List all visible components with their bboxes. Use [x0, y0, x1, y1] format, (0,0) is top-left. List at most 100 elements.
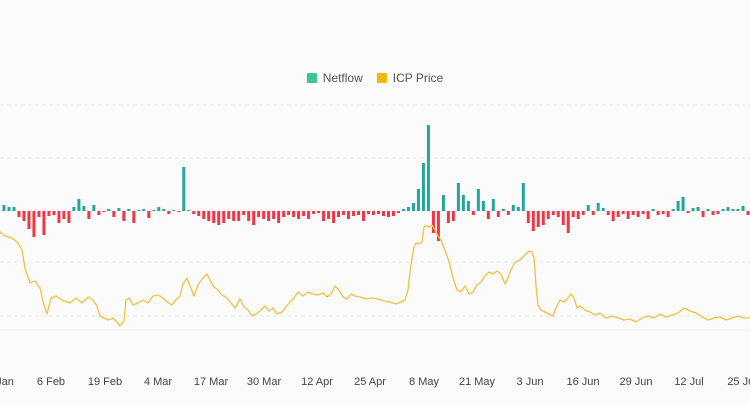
netflow-bar	[332, 211, 336, 223]
netflow-bar	[546, 211, 550, 219]
netflow-bar	[162, 209, 166, 211]
netflow-bar	[516, 207, 520, 211]
netflow-bar	[322, 211, 326, 221]
netflow-bar	[137, 210, 141, 211]
netflow-bar	[741, 206, 745, 211]
x-tick-label: 16 Jun	[566, 376, 599, 388]
netflow-bar	[77, 199, 81, 211]
netflow-bar	[237, 211, 241, 221]
netflow-bar	[611, 211, 615, 221]
netflow-bar	[406, 207, 410, 211]
netflow-bar	[22, 211, 26, 221]
netflow-bar	[302, 211, 306, 216]
netflow-bar	[436, 211, 440, 241]
x-tick-label: 6 Feb	[37, 376, 65, 388]
netflow-bar	[202, 211, 206, 219]
netflow-bar	[297, 211, 301, 219]
netflow-bar	[167, 211, 171, 214]
netflow-bar	[312, 211, 316, 214]
x-tick-label: 21 May	[459, 376, 496, 388]
netflow-bar	[731, 209, 735, 211]
netflow-bar	[621, 211, 625, 214]
netflow-bar	[192, 211, 196, 214]
x-tick-label: 12 Apr	[301, 376, 333, 388]
netflow-bar	[87, 211, 91, 219]
netflow-bar	[461, 195, 465, 211]
x-tick-label: 3 Jun	[517, 376, 544, 388]
netflow-bar	[262, 211, 266, 219]
netflow-bar	[152, 210, 156, 211]
netflow-bar	[362, 211, 366, 221]
netflow-bar	[72, 207, 76, 211]
netflow-bar	[317, 211, 321, 213]
netflow-bar	[282, 211, 286, 217]
netflow-bar	[187, 210, 191, 211]
netflow-bar	[541, 211, 545, 225]
netflow-bar	[586, 205, 590, 211]
netflow-bar	[67, 211, 71, 223]
legend-label-price: ICP Price	[392, 71, 444, 85]
netflow-bar	[651, 209, 655, 211]
netflow-bar	[367, 211, 371, 214]
netflow-bar	[551, 211, 555, 215]
netflow-bar	[337, 211, 341, 217]
netflow-bar	[142, 209, 146, 211]
netflow-bar	[511, 205, 515, 211]
netflow-bar	[117, 208, 121, 211]
netflow-bar	[292, 211, 296, 217]
netflow-bar	[656, 211, 660, 215]
netflow-bar	[217, 211, 221, 225]
netflow-bar	[681, 197, 685, 211]
netflow-bar	[691, 208, 695, 211]
netflow-bar	[641, 211, 645, 214]
netflow-bar	[377, 211, 380, 214]
netflow-bar	[446, 211, 450, 223]
netflow-bar	[496, 211, 500, 217]
netflow-bar	[471, 211, 475, 215]
netflow-bar	[247, 211, 251, 221]
netflow-bar	[601, 208, 605, 211]
netflow-bar	[506, 211, 510, 215]
netflow-bar	[616, 211, 620, 217]
netflow-bar	[701, 211, 705, 217]
netflow-bar	[12, 207, 16, 211]
netflow-bar	[631, 211, 635, 215]
netflow-bar	[721, 209, 725, 211]
netflow-bar	[556, 211, 560, 217]
netflow-bar	[7, 207, 11, 211]
netflow-bar	[177, 211, 181, 212]
x-tick-label: 17 Mar	[194, 376, 229, 388]
netflow-bar	[716, 211, 720, 214]
netflow-bar	[466, 201, 470, 211]
netflow-bar	[711, 211, 715, 215]
netflow-bar	[561, 211, 565, 225]
x-tick-label: 29 Jun	[619, 376, 652, 388]
netflow-bar	[197, 211, 201, 216]
netflow-bar	[411, 203, 415, 211]
netflow-bar	[521, 183, 525, 211]
netflow-bar	[536, 211, 540, 227]
netflow-bar	[227, 211, 231, 219]
netflow-bar	[531, 211, 535, 231]
netflow-bar	[17, 211, 21, 217]
legend-item-netflow[interactable]: Netflow	[306, 71, 363, 85]
price-swatch	[376, 73, 387, 83]
netflow-bar	[267, 211, 271, 221]
netflow-bar	[37, 211, 41, 217]
netflow-bar	[147, 211, 151, 218]
netflow-bar	[626, 211, 630, 219]
legend: Netflow ICP Price	[0, 71, 750, 85]
x-tick-label: Jan	[0, 376, 14, 388]
x-tick-label: 4 Mar	[144, 376, 172, 388]
netflow-bar	[396, 211, 400, 213]
netflow-bar	[57, 211, 61, 223]
netflow-bar	[481, 201, 485, 211]
netflow-bar	[42, 211, 46, 235]
x-tick-label: 8 May	[409, 376, 439, 388]
netflow-bar	[372, 211, 376, 215]
netflow-bar	[132, 211, 136, 223]
netflow-bar	[706, 209, 710, 211]
netflow-bar	[257, 211, 261, 217]
netflow-bar	[726, 207, 730, 211]
legend-item-price[interactable]: ICP Price	[376, 71, 444, 85]
